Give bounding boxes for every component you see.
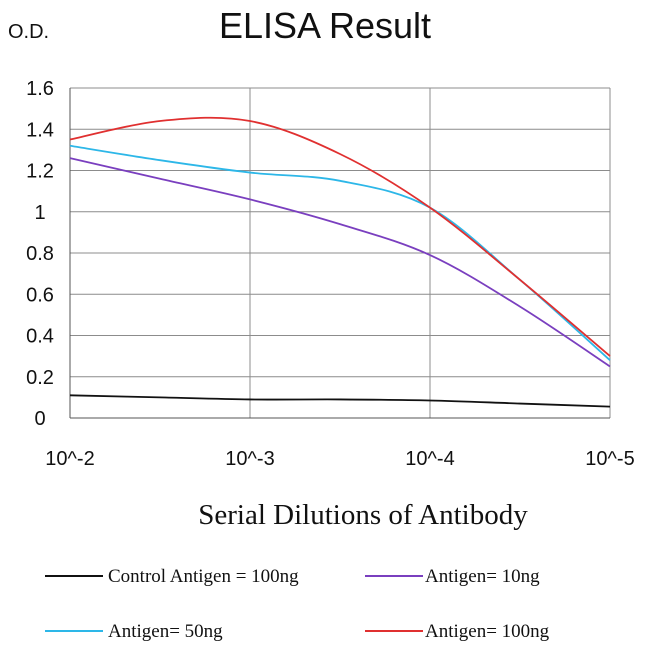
legend-label: Antigen= 100ng xyxy=(425,621,550,642)
series-line-control-antigen-100ng xyxy=(69,394,611,408)
y-tick-label: 0.6 xyxy=(26,284,54,306)
y-axis-label: O.D. xyxy=(8,21,49,43)
x-axis-label: Serial Dilutions of Antibody xyxy=(198,499,528,531)
x-tick-label: 10^-2 xyxy=(45,448,94,470)
grid-lines xyxy=(69,87,611,419)
y-tick-label: 0.8 xyxy=(26,243,54,265)
y-tick-label: 1 xyxy=(34,202,45,224)
y-tick-label: 1.2 xyxy=(26,161,54,183)
x-tick-label: 10^-4 xyxy=(405,448,454,470)
y-tick-label: 0 xyxy=(34,408,45,430)
plot-area: 00.20.40.60.811.21.41.6 10^-2 10^-3 10^-4 1… xyxy=(26,78,635,470)
legend-label: Antigen= 10ng xyxy=(425,566,540,587)
series-lines xyxy=(69,116,611,408)
x-tick-label: 10^-3 xyxy=(225,448,274,470)
chart-title: ELISA Result xyxy=(219,5,431,46)
y-tick-labels: 0 0.2 0.4 0.6 0.8 1 1.2 1.4 1.6 xyxy=(26,78,54,430)
y-tick-label: 1.4 xyxy=(26,119,54,141)
x-tick-label: 10^-5 xyxy=(585,448,634,470)
y-tick-label: 0.4 xyxy=(26,326,54,348)
y-tick-label: 0.2 xyxy=(26,367,54,389)
series-line-antigen-100ng xyxy=(69,116,611,357)
legend-label: Control Antigen = 100ng xyxy=(108,566,299,587)
legend-label: Antigen= 50ng xyxy=(108,621,223,642)
series-line-antigen-10ng xyxy=(69,157,611,368)
legend: Control Antigen = 100ng Antigen= 10ng Anti… xyxy=(45,566,550,642)
x-tick-labels: 10^-2 10^-3 10^-4 10^-5 xyxy=(45,448,634,470)
y-tick-label: 1.6 xyxy=(26,78,54,100)
